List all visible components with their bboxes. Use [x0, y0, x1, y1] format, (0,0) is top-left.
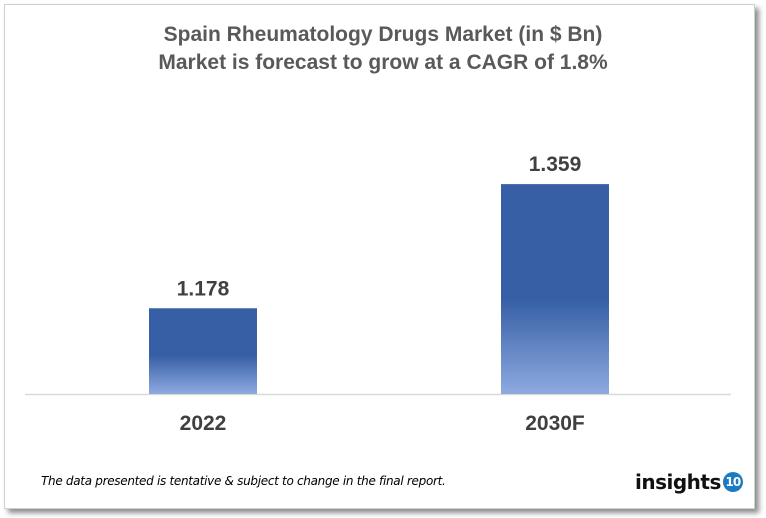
bar-2022: [149, 308, 257, 394]
bar-2030F: [501, 184, 609, 394]
insights10-logo: insights 10: [635, 470, 743, 494]
chart-title: Spain Rheumatology Drugs Market (in $ Bn…: [163, 23, 603, 46]
disclaimer-note: The data presented is tentative & subjec…: [41, 474, 446, 488]
data-label: 1.178: [177, 277, 230, 300]
chart-subtitle: Market is forecast to grow at a CAGR of …: [158, 51, 608, 74]
x-tick-label: 2022: [180, 412, 227, 435]
chart-card: [4, 4, 755, 509]
x-tick-label: 2030F: [525, 412, 585, 435]
data-label: 1.359: [529, 153, 582, 176]
